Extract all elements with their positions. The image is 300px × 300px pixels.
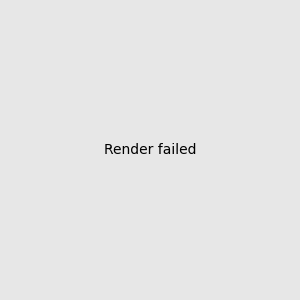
Text: Render failed: Render failed [104, 143, 196, 157]
